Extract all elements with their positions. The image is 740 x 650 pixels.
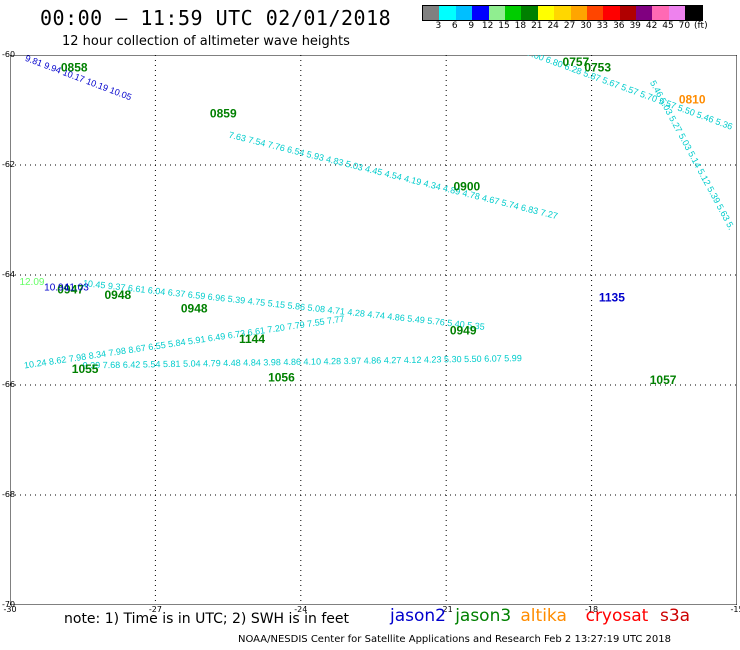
satellite-jason3: jason3 bbox=[455, 606, 512, 626]
latitude-label: -70 bbox=[2, 600, 16, 609]
color-scale-label: 9 bbox=[468, 21, 475, 31]
color-scale-swatch bbox=[472, 6, 489, 20]
color-scale-swatch bbox=[685, 6, 702, 20]
color-scale-swatch bbox=[504, 6, 522, 20]
color-scale-swatch bbox=[537, 6, 555, 20]
pass-time-label: 1055 bbox=[72, 362, 99, 376]
color-scale-swatch bbox=[521, 6, 538, 20]
map-subtitle: 12 hour collection of altimeter wave hei… bbox=[62, 34, 350, 49]
pass-time-label: 0753 bbox=[584, 61, 611, 75]
footer-note: note: 1) Time is in UTC; 2) SWH is in fe… bbox=[64, 611, 350, 627]
color-scale-label: 70 bbox=[678, 21, 691, 31]
latitude-label: -60 bbox=[2, 50, 16, 59]
pass-time-label: 1144 bbox=[239, 332, 265, 346]
color-scale-swatch bbox=[636, 6, 653, 20]
map-frame bbox=[10, 55, 737, 605]
altimeter-tracks: 9.81 9.94 10.17 10.19 10.057.63 7.54 7.7… bbox=[10, 55, 737, 370]
pass-time-label: 0859 bbox=[210, 106, 237, 120]
longitude-label: -21 bbox=[439, 605, 453, 614]
track-start-value: 11.03 bbox=[65, 283, 90, 294]
color-scale-label: 30 bbox=[580, 21, 592, 31]
color-scale-label: 27 bbox=[563, 21, 576, 31]
color-scale-label: 12 bbox=[481, 21, 494, 31]
pass-time-label: 0948 bbox=[181, 302, 208, 316]
color-scale-label: 6 bbox=[451, 21, 458, 31]
color-scale-swatch bbox=[619, 6, 637, 20]
latitude-label: -66 bbox=[2, 380, 16, 389]
wave-height-track: 5.46 5.03 5.27 5.03 5.14 5.12 5.39 5.63 … bbox=[10, 55, 737, 232]
wave-height-track: 9.39 7.68 6.42 5.54 5.81 5.04 4.79 4.48 … bbox=[83, 353, 522, 370]
longitude-label: -15 bbox=[730, 605, 740, 614]
longitude-label: -27 bbox=[148, 605, 162, 614]
color-scale-swatch bbox=[668, 6, 686, 20]
latitude-label: -62 bbox=[2, 160, 16, 169]
altimeter-track-map: 9.81 9.94 10.17 10.19 10.057.63 7.54 7.7… bbox=[10, 55, 737, 605]
pass-time-label: 0947 bbox=[57, 282, 84, 296]
track-start-value: 10.94 bbox=[44, 283, 69, 294]
color-scale-label: 18 bbox=[514, 21, 527, 31]
color-scale-label: 39 bbox=[629, 21, 641, 31]
color-scale-swatch bbox=[488, 6, 505, 20]
color-scale-label: 36 bbox=[613, 21, 625, 31]
color-scale-labels: 3 6 9 12 15 18 21 24 27 30 33 36 39 42 45 70 (ft) bbox=[422, 21, 740, 33]
pass-time-label: 1135 bbox=[599, 291, 625, 305]
map-graticule bbox=[10, 55, 737, 605]
pass-time-label: 0900 bbox=[453, 179, 480, 193]
wave-height-color-scale bbox=[422, 5, 703, 21]
color-scale-swatch bbox=[652, 6, 669, 20]
color-scale-label: 42 bbox=[645, 21, 658, 31]
track-start-value: 12.09 bbox=[19, 277, 44, 288]
color-scale-label: (ft) bbox=[694, 21, 708, 31]
satellite-s3a: s3a bbox=[660, 606, 691, 626]
pass-time-label: 0858 bbox=[61, 61, 88, 75]
longitude-label: -18 bbox=[585, 605, 599, 614]
color-scale-swatch bbox=[570, 6, 587, 20]
satellite-jason2: jason2 bbox=[390, 606, 446, 626]
color-scale-label: 24 bbox=[547, 21, 559, 31]
color-scale-label: 45 bbox=[662, 21, 674, 31]
longitude-label: -30 bbox=[3, 605, 17, 614]
color-scale-label: 15 bbox=[498, 21, 510, 31]
color-scale-label: 3 bbox=[435, 21, 442, 31]
pass-time-label: 0949 bbox=[450, 324, 477, 338]
color-scale-swatch bbox=[455, 6, 473, 20]
latitude-label: -68 bbox=[2, 490, 16, 499]
map-title: 00:00 – 11:59 UTC 02/01/2018 bbox=[40, 6, 392, 30]
pass-time-label: 0810 bbox=[679, 93, 706, 107]
satellite-altika: altika bbox=[520, 606, 567, 626]
satellite-cryosat: cryosat bbox=[585, 606, 649, 626]
pass-time-label: 1056 bbox=[268, 370, 295, 384]
color-scale-swatch bbox=[439, 6, 456, 20]
wave-height-track: 7.63 7.54 7.76 6.54 5.93 4.83 5.03 4.45 … bbox=[228, 130, 559, 221]
color-scale-swatch bbox=[423, 6, 440, 20]
color-scale-swatch bbox=[554, 6, 571, 20]
pass-time-label: 1057 bbox=[650, 373, 677, 387]
credit-line: NOAA/NESDIS Center for Satellite Applica… bbox=[238, 634, 671, 645]
color-scale-swatch bbox=[603, 6, 620, 20]
latitude-label: -64 bbox=[2, 270, 16, 279]
color-scale-label: 21 bbox=[531, 21, 543, 31]
color-scale-swatch bbox=[586, 6, 604, 20]
color-scale-label: 33 bbox=[596, 21, 609, 31]
pass-time-label: 0757 bbox=[563, 55, 590, 69]
pass-time-label: 0948 bbox=[105, 288, 132, 302]
longitude-label: -24 bbox=[294, 605, 308, 614]
